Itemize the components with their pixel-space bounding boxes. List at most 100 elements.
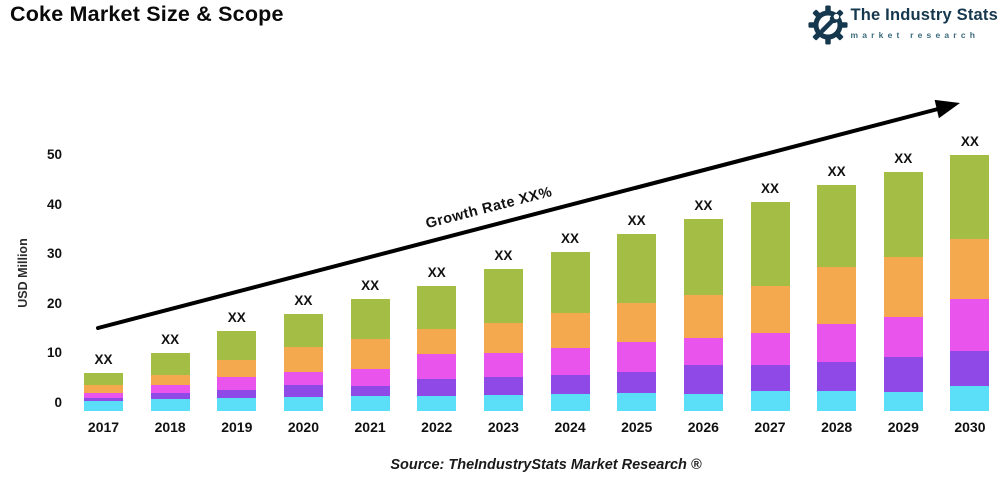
bar-segment-2029-green bbox=[883, 172, 923, 258]
bar-segment-2028-magenta bbox=[817, 324, 857, 363]
bar-segment-2020-magenta bbox=[283, 372, 323, 386]
bar-value-label: XX bbox=[894, 151, 913, 167]
bar-value-label: XX bbox=[760, 181, 779, 197]
bar-segment-2021-green bbox=[350, 298, 390, 339]
bar-segment-2029-cyan bbox=[883, 392, 923, 411]
brand-logo-text: The Industry Stats market research bbox=[850, 3, 998, 41]
x-axis-year-label: 2023 bbox=[487, 419, 519, 435]
bar-segment-2029-purple bbox=[883, 356, 923, 393]
brand-logo: The Industry Stats market research bbox=[808, 3, 998, 46]
bar-segment-2026-magenta bbox=[683, 337, 723, 366]
x-axis-year-label: 2017 bbox=[87, 419, 120, 435]
bar-segment-2027-purple bbox=[750, 365, 790, 392]
x-axis-year-label: 2024 bbox=[554, 419, 586, 435]
x-axis-year-label: 2029 bbox=[887, 419, 919, 435]
y-tick-label: 10 bbox=[46, 345, 62, 361]
bar-value-label: XX bbox=[94, 352, 113, 368]
bar-segment-2026-green bbox=[683, 219, 723, 295]
bar-segment-2029-magenta bbox=[883, 317, 923, 357]
gear-wrench-icon bbox=[808, 5, 848, 45]
bar-segment-2022-purple bbox=[417, 378, 457, 397]
bar-value-label: XX bbox=[627, 213, 646, 229]
x-axis-year-label: 2018 bbox=[154, 419, 186, 435]
bar-value-label: XX bbox=[827, 163, 846, 179]
x-axis-year-label: 2021 bbox=[354, 419, 386, 435]
bar-segment-2030-orange bbox=[950, 239, 990, 299]
bar-segment-2025-orange bbox=[617, 302, 657, 343]
bar-segment-2025-magenta bbox=[617, 342, 657, 373]
bar-segment-2029-orange bbox=[883, 257, 923, 318]
bar-value-label: XX bbox=[227, 310, 246, 326]
y-tick-label: 40 bbox=[46, 196, 62, 212]
bar-segment-2030-green bbox=[950, 155, 990, 240]
bar-segment-2017-cyan bbox=[84, 401, 123, 411]
bar-segment-2030-cyan bbox=[950, 385, 990, 411]
bar-segment-2025-green bbox=[617, 234, 657, 303]
bar-segment-2023-cyan bbox=[483, 395, 523, 411]
bar-segment-2028-orange bbox=[817, 267, 857, 325]
bar-segment-2028-cyan bbox=[817, 391, 857, 411]
bar-value-label: XX bbox=[361, 277, 380, 293]
x-axis-year-label: 2028 bbox=[821, 419, 853, 435]
bar-segment-2024-green bbox=[550, 251, 590, 314]
bar-segment-2019-green bbox=[217, 331, 257, 360]
brand-name: The Industry Stats bbox=[850, 6, 998, 24]
bar-segment-2023-green bbox=[483, 269, 523, 323]
bar-value-label: XX bbox=[427, 265, 446, 281]
bar-segment-2020-cyan bbox=[283, 397, 323, 411]
bar-segment-2024-orange bbox=[550, 313, 590, 348]
x-axis-year-label: 2025 bbox=[621, 419, 653, 435]
bar-segment-2024-magenta bbox=[550, 347, 590, 376]
bar-segment-2020-orange bbox=[283, 347, 323, 373]
x-axis-year-label: 2027 bbox=[754, 419, 786, 435]
bar-segment-2026-purple bbox=[683, 365, 723, 395]
x-axis-year-label: 2026 bbox=[687, 419, 719, 435]
bar-value-label: XX bbox=[561, 230, 580, 246]
bar-segment-2026-cyan bbox=[683, 394, 723, 411]
bar-segment-2018-cyan bbox=[150, 399, 190, 411]
bar-segment-2026-orange bbox=[683, 294, 723, 338]
bar-segment-2019-cyan bbox=[217, 398, 257, 411]
bar-segment-2027-cyan bbox=[750, 391, 790, 411]
bar-segment-2024-purple bbox=[550, 375, 590, 395]
bar-segment-2019-purple bbox=[217, 390, 257, 399]
bar-segment-2017-orange bbox=[84, 384, 123, 393]
bar-segment-2021-magenta bbox=[350, 368, 390, 386]
bar-value-label: XX bbox=[494, 248, 513, 264]
bar-segment-2022-cyan bbox=[417, 396, 457, 411]
bar-value-label: XX bbox=[294, 292, 313, 308]
x-axis-year-label: 2030 bbox=[954, 419, 986, 435]
bar-segment-2017-green bbox=[84, 373, 123, 385]
bar-segment-2030-magenta bbox=[950, 298, 990, 351]
bar-segment-2018-orange bbox=[150, 374, 190, 385]
source-attribution: Source: TheIndustryStats Market Research… bbox=[390, 457, 702, 473]
bar-segment-2018-green bbox=[150, 353, 190, 375]
bar-segment-2023-magenta bbox=[483, 353, 523, 378]
page-title: Coke Market Size & Scope bbox=[10, 2, 284, 26]
bar-segment-2020-purple bbox=[283, 385, 323, 398]
bar-segment-2018-purple bbox=[150, 393, 190, 400]
x-axis-year-label: 2022 bbox=[421, 419, 453, 435]
bar-segment-2021-purple bbox=[350, 385, 390, 396]
y-tick-label: 50 bbox=[46, 147, 62, 162]
bar-segment-2024-cyan bbox=[550, 394, 590, 411]
bar-segment-2022-orange bbox=[417, 329, 457, 354]
bar-segment-2019-orange bbox=[217, 359, 257, 378]
bar-segment-2019-magenta bbox=[217, 377, 257, 391]
bar-segment-2021-cyan bbox=[350, 395, 390, 411]
bar-segment-2025-cyan bbox=[617, 393, 657, 411]
bar-segment-2023-purple bbox=[483, 377, 523, 396]
y-tick-label: 20 bbox=[46, 295, 62, 311]
bar-segment-2021-orange bbox=[350, 339, 390, 369]
bar-segment-2017-purple bbox=[84, 398, 123, 401]
bar-segment-2027-green bbox=[750, 202, 790, 286]
y-tick-label: 30 bbox=[46, 246, 62, 262]
bar-value-label: XX bbox=[960, 134, 979, 149]
bar-segment-2030-purple bbox=[950, 350, 990, 386]
bar-segment-2022-green bbox=[417, 286, 457, 330]
bar-segment-2017-magenta bbox=[84, 392, 123, 399]
bar-segment-2020-green bbox=[283, 313, 323, 348]
brand-tagline: market research bbox=[850, 30, 980, 40]
